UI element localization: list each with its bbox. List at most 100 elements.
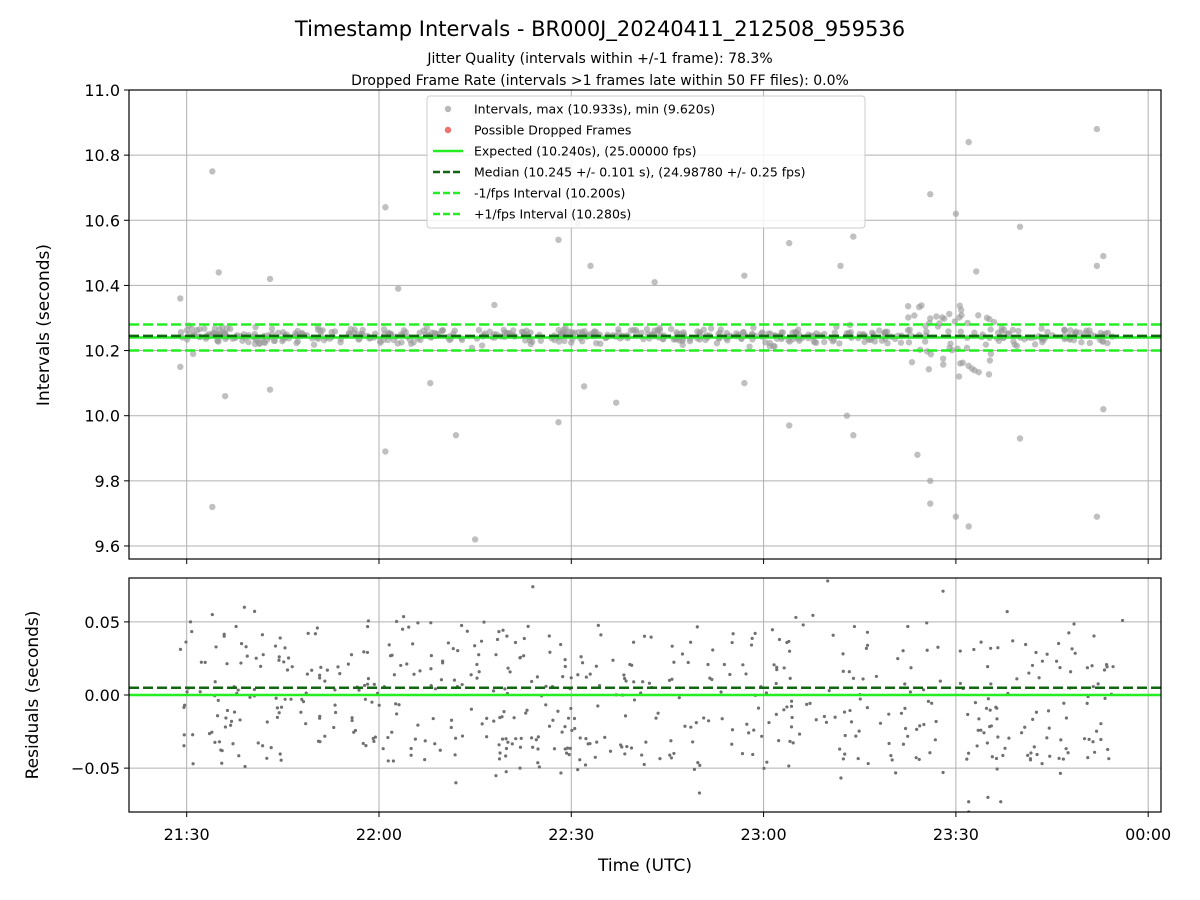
residuals-point bbox=[279, 705, 284, 709]
residuals-point bbox=[366, 624, 370, 629]
residuals-point bbox=[394, 702, 398, 706]
residuals-point bbox=[300, 697, 304, 701]
residuals-point bbox=[567, 753, 571, 757]
residuals-point bbox=[901, 742, 906, 746]
residuals-point bbox=[364, 744, 368, 748]
residuals-point bbox=[412, 672, 416, 676]
residuals-point bbox=[1061, 757, 1065, 761]
residuals-point bbox=[260, 744, 265, 748]
intervals-point bbox=[871, 338, 879, 345]
residuals-point bbox=[632, 680, 636, 684]
residuals-point bbox=[333, 703, 337, 707]
intervals-point bbox=[1086, 327, 1093, 334]
residuals-point bbox=[506, 740, 510, 744]
residuals-point bbox=[252, 609, 257, 613]
residuals-point bbox=[563, 658, 567, 662]
intervals-point bbox=[439, 327, 446, 334]
residuals-point bbox=[256, 741, 260, 745]
residuals-point bbox=[178, 647, 183, 651]
residuals-y-tick-label: −0.05 bbox=[71, 759, 120, 778]
residuals-point bbox=[887, 741, 891, 746]
residuals-point bbox=[318, 740, 322, 744]
intervals-point bbox=[933, 313, 940, 320]
residuals-point bbox=[588, 672, 592, 676]
intervals-point bbox=[1044, 328, 1051, 336]
residuals-point bbox=[632, 698, 637, 702]
residuals-point bbox=[182, 703, 187, 707]
residuals-point bbox=[989, 724, 994, 728]
intervals-outlier-point bbox=[843, 412, 851, 419]
residuals-point bbox=[371, 736, 375, 741]
residuals-point bbox=[864, 646, 869, 650]
residuals-point bbox=[790, 715, 794, 720]
residuals-point bbox=[1069, 670, 1073, 674]
residuals-point bbox=[559, 642, 563, 647]
intervals-outlier-point bbox=[952, 210, 960, 217]
intervals-point bbox=[239, 337, 246, 344]
residuals-point bbox=[866, 761, 870, 766]
intervals-point bbox=[982, 341, 990, 348]
residuals-point bbox=[544, 703, 548, 707]
intervals-point bbox=[925, 366, 933, 373]
residuals-point bbox=[752, 728, 756, 732]
intervals-point bbox=[957, 328, 964, 335]
residuals-point bbox=[706, 662, 710, 667]
residuals-point bbox=[747, 731, 751, 735]
residuals-point bbox=[698, 763, 702, 767]
residuals-point bbox=[775, 665, 779, 669]
intervals-outlier-point bbox=[837, 262, 844, 270]
intervals-y-tick-label: 9.8 bbox=[95, 472, 120, 491]
residuals-point bbox=[569, 706, 573, 711]
residuals-point bbox=[596, 623, 600, 627]
residuals-point bbox=[640, 753, 644, 757]
residuals-point bbox=[229, 723, 233, 727]
residuals-point bbox=[277, 658, 281, 662]
residuals-outlier-point bbox=[986, 795, 990, 799]
residuals-point bbox=[469, 673, 473, 677]
residuals-point bbox=[1073, 651, 1077, 655]
intervals-outlier-point bbox=[952, 513, 960, 520]
residuals-point bbox=[413, 737, 417, 741]
residuals-point bbox=[958, 649, 962, 653]
intervals-y-tick-label: 10.8 bbox=[84, 146, 120, 165]
intervals-outlier-point bbox=[914, 451, 921, 458]
residuals-point bbox=[239, 661, 243, 665]
residuals-point bbox=[223, 725, 228, 729]
residuals-point bbox=[774, 712, 778, 716]
intervals-point bbox=[940, 361, 947, 368]
residuals-point bbox=[556, 709, 560, 713]
residuals-point bbox=[782, 708, 786, 712]
residuals-point bbox=[1059, 738, 1063, 742]
residuals-point bbox=[984, 706, 989, 710]
residuals-point bbox=[839, 776, 843, 780]
intervals-outlier-point bbox=[395, 285, 402, 292]
residuals-point bbox=[491, 689, 496, 693]
intervals-outlier-point bbox=[965, 523, 972, 530]
legend-entry-label: Intervals, max (10.933s), min (9.620s) bbox=[474, 102, 715, 117]
residuals-point bbox=[656, 711, 660, 715]
intervals-point bbox=[940, 315, 948, 322]
residuals-point bbox=[654, 716, 658, 720]
residuals-point bbox=[620, 745, 624, 749]
residuals-point bbox=[217, 740, 222, 744]
intervals-point bbox=[1013, 342, 1021, 350]
residuals-point bbox=[995, 717, 999, 721]
residuals-point bbox=[1040, 659, 1045, 663]
residuals-point bbox=[362, 650, 366, 654]
intervals-point bbox=[987, 350, 995, 358]
residuals-point bbox=[730, 728, 735, 732]
intervals-outlier-point bbox=[850, 233, 857, 240]
residuals-point bbox=[642, 762, 646, 767]
residuals-point bbox=[789, 704, 794, 708]
intervals-point bbox=[836, 340, 843, 347]
residuals-point bbox=[789, 725, 794, 729]
intervals-point bbox=[581, 328, 588, 335]
residuals-point bbox=[501, 628, 505, 632]
intervals-point bbox=[897, 339, 905, 346]
intervals-point bbox=[963, 344, 971, 352]
residuals-point bbox=[658, 757, 662, 761]
residuals-point bbox=[986, 697, 990, 701]
residuals-point bbox=[584, 675, 588, 679]
residuals-point bbox=[366, 677, 371, 681]
residuals-point bbox=[182, 733, 186, 737]
